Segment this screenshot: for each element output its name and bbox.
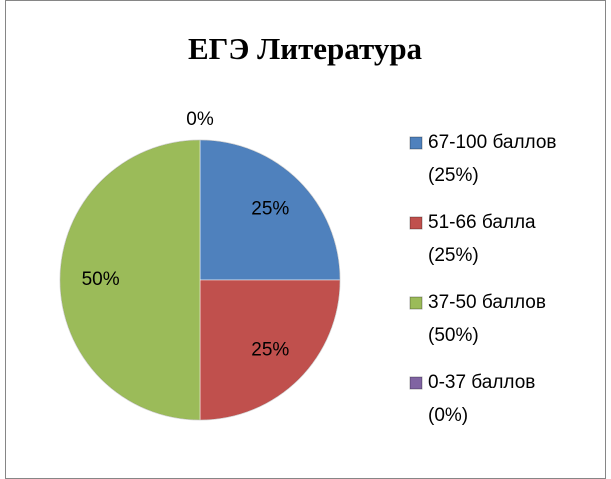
legend-label: 37-50 баллов (50%) [428, 292, 546, 346]
pie-slice [199, 139, 341, 281]
legend-swatch [409, 376, 423, 390]
legend-label: 0-37 баллов (0%) [428, 372, 535, 426]
legend-swatch [409, 216, 423, 230]
data-label: 50% [82, 269, 120, 290]
pie-outline [59, 139, 341, 421]
data-label: 0% [186, 109, 214, 130]
legend-label: 51-66 балла (25%) [428, 212, 536, 266]
pie-slice [199, 279, 341, 421]
legend-swatch [409, 136, 423, 150]
chart-title: ЕГЭ Литература [188, 31, 423, 66]
data-label: 25% [251, 199, 289, 220]
data-label: 25% [251, 339, 289, 360]
pie-slice [59, 139, 201, 421]
legend-label: 67-100 баллов (25%) [428, 132, 557, 186]
legend-swatch [409, 296, 423, 310]
